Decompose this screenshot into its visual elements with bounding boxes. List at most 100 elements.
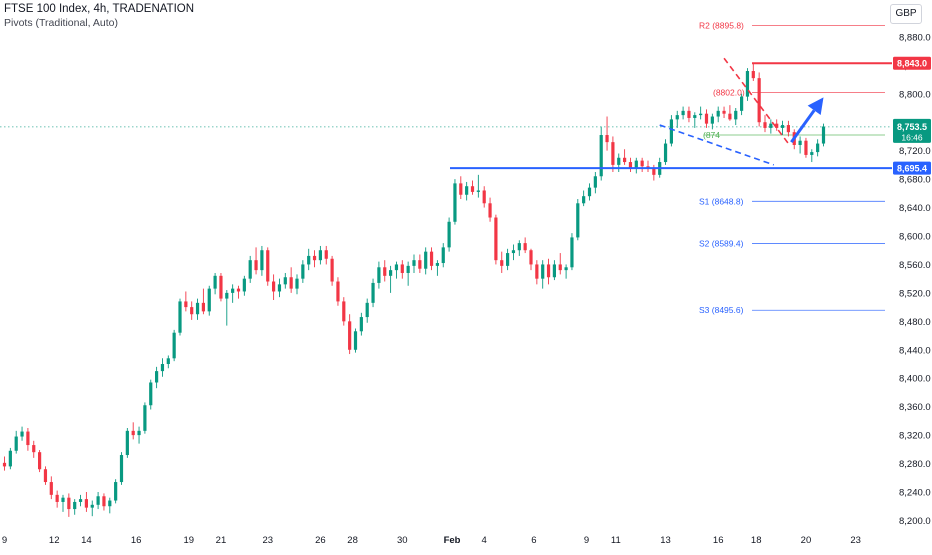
- candle[interactable]: [663, 139, 668, 165]
- candle[interactable]: [277, 278, 282, 298]
- falling-trendline-lower[interactable]: [659, 124, 775, 166]
- candle[interactable]: [295, 274, 299, 295]
- candle[interactable]: [763, 115, 767, 133]
- candle[interactable]: [166, 355, 170, 369]
- candle[interactable]: [406, 261, 410, 286]
- candle[interactable]: [400, 260, 404, 279]
- candle[interactable]: [710, 113, 714, 130]
- candle[interactable]: [131, 422, 135, 440]
- candle[interactable]: [190, 301, 194, 320]
- candle[interactable]: [312, 250, 317, 268]
- candle[interactable]: [775, 119, 779, 131]
- candle[interactable]: [254, 247, 258, 275]
- candle[interactable]: [745, 68, 750, 101]
- candle[interactable]: [552, 260, 556, 281]
- candle[interactable]: [734, 108, 738, 126]
- candle[interactable]: [389, 265, 393, 293]
- candle[interactable]: [447, 217, 451, 252]
- candle[interactable]: [283, 272, 287, 289]
- candle[interactable]: [377, 261, 381, 289]
- candle[interactable]: [424, 247, 428, 275]
- candle[interactable]: [149, 379, 153, 410]
- candle[interactable]: [32, 440, 36, 458]
- candle[interactable]: [669, 115, 673, 147]
- candle[interactable]: [681, 106, 685, 120]
- candle[interactable]: [160, 358, 165, 377]
- candle[interactable]: [786, 120, 790, 137]
- candle[interactable]: [435, 260, 439, 276]
- candle[interactable]: [412, 254, 416, 273]
- candle[interactable]: [2, 456, 7, 471]
- candle[interactable]: [506, 248, 510, 271]
- candle[interactable]: [242, 275, 246, 296]
- candle[interactable]: [383, 260, 387, 282]
- candle[interactable]: [289, 267, 293, 293]
- candle[interactable]: [102, 493, 106, 511]
- candle[interactable]: [207, 285, 211, 316]
- candle[interactable]: [20, 426, 24, 441]
- candle[interactable]: [272, 274, 276, 300]
- candle[interactable]: [301, 260, 305, 283]
- candle[interactable]: [523, 237, 527, 254]
- candle[interactable]: [541, 260, 545, 289]
- candle[interactable]: [570, 233, 574, 271]
- candle[interactable]: [201, 288, 205, 315]
- candle[interactable]: [634, 157, 638, 174]
- candle[interactable]: [494, 214, 498, 265]
- candle[interactable]: [511, 244, 516, 261]
- candle[interactable]: [500, 251, 504, 273]
- candle[interactable]: [143, 402, 147, 434]
- candle[interactable]: [61, 494, 65, 512]
- candle[interactable]: [55, 490, 59, 508]
- candle[interactable]: [318, 245, 322, 265]
- candle[interactable]: [225, 290, 229, 326]
- candle[interactable]: [587, 183, 592, 201]
- currency-button[interactable]: GBP: [890, 4, 922, 24]
- candle[interactable]: [751, 63, 755, 81]
- candle[interactable]: [26, 428, 30, 451]
- candle[interactable]: [342, 297, 346, 326]
- candle[interactable]: [546, 258, 551, 285]
- candle[interactable]: [418, 254, 422, 273]
- falling-trendline-upper[interactable]: [723, 57, 790, 145]
- candle[interactable]: [219, 272, 223, 302]
- candle[interactable]: [178, 298, 182, 336]
- candle[interactable]: [353, 328, 358, 353]
- candle[interactable]: [728, 105, 732, 121]
- candle[interactable]: [821, 123, 826, 147]
- candle[interactable]: [73, 499, 77, 515]
- candle[interactable]: [459, 176, 463, 200]
- candle[interactable]: [722, 106, 726, 118]
- candle[interactable]: [804, 137, 808, 158]
- candle[interactable]: [371, 278, 375, 308]
- candle[interactable]: [429, 247, 434, 271]
- candle[interactable]: [482, 186, 486, 208]
- candle[interactable]: [394, 261, 399, 279]
- candle[interactable]: [623, 149, 627, 165]
- candle[interactable]: [769, 119, 773, 134]
- forecast-arrow-shaft[interactable]: [790, 109, 816, 144]
- candle[interactable]: [114, 479, 118, 504]
- candle[interactable]: [576, 199, 580, 241]
- candle[interactable]: [611, 136, 615, 172]
- candle[interactable]: [757, 72, 761, 127]
- candle[interactable]: [716, 106, 720, 123]
- candle[interactable]: [640, 157, 644, 172]
- candle[interactable]: [14, 430, 18, 454]
- candle[interactable]: [67, 493, 71, 517]
- candle[interactable]: [699, 106, 703, 120]
- candle[interactable]: [365, 298, 369, 323]
- candle[interactable]: [260, 245, 264, 276]
- indicator-label[interactable]: Pivots (Traditional, Auto): [4, 17, 118, 29]
- candle[interactable]: [236, 285, 241, 299]
- candle[interactable]: [693, 112, 697, 128]
- candle[interactable]: [266, 247, 270, 286]
- candle[interactable]: [535, 260, 539, 285]
- candle[interactable]: [348, 314, 352, 355]
- candle[interactable]: [740, 93, 744, 116]
- candle[interactable]: [704, 109, 709, 128]
- candle[interactable]: [628, 157, 633, 172]
- candle[interactable]: [617, 153, 621, 172]
- candle[interactable]: [195, 298, 200, 320]
